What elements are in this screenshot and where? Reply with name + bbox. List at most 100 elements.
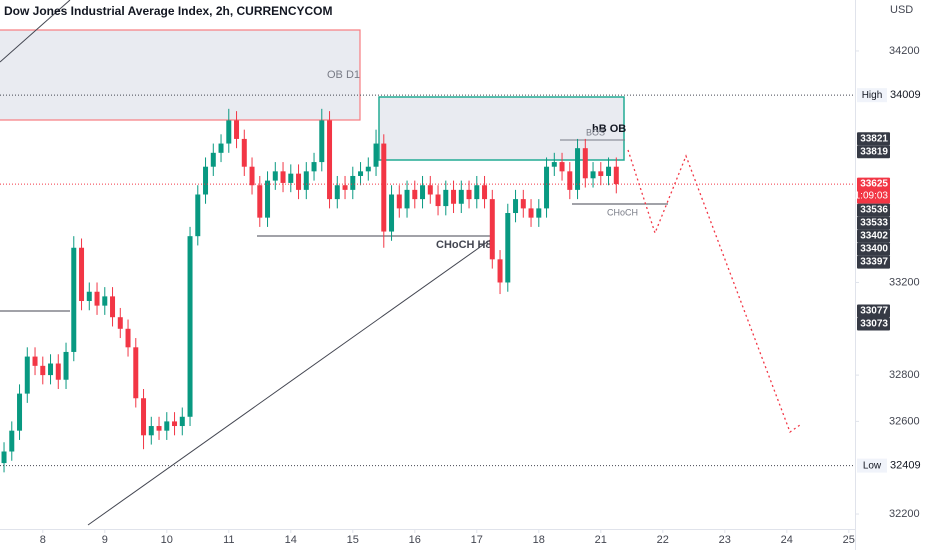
trend-line [87,239,491,526]
price-tag: 33077 [860,306,888,317]
candle-body [110,296,116,318]
candle-body [327,120,333,200]
candle-body [474,185,480,200]
candle-body [63,351,69,380]
candle-body [303,171,309,190]
x-tick-label: 22 [657,534,669,546]
candle-body [187,236,193,417]
level-tag-box [857,88,887,103]
price-tag: 33819 [860,146,888,157]
level-value: 34009 [890,89,921,101]
candle-body [567,171,573,190]
candle-body [435,194,441,207]
price-tag-box [857,177,890,204]
candle-body [48,363,54,376]
y-tick-label: 33200 [889,276,920,288]
candles [1,108,619,473]
candle-body [24,356,30,394]
candle-body [210,152,216,167]
x-tick-label: 18 [533,534,545,546]
candle-body [536,208,542,218]
x-tick-label: 23 [719,534,731,546]
candle-body [404,189,410,209]
annotation: hB OB [592,123,626,135]
candle-body [458,189,464,204]
candle-body [497,259,503,283]
x-tick-label: 17 [471,534,483,546]
candle-body [288,173,294,183]
y-tick-label: 34200 [889,45,920,57]
candle-body [451,189,457,204]
candle-body [296,173,302,190]
candle-body [412,189,418,200]
candle-body [575,148,581,190]
price-tag: 33397 [860,257,888,268]
candle-body [117,317,123,329]
candle-body [17,393,23,431]
candle-body [613,166,619,185]
x-tick-label: 8 [40,534,46,546]
candle-body [272,171,278,181]
candle-body [582,148,588,179]
candle-body [365,166,371,172]
projection-path [627,149,801,434]
candle-body [156,426,162,431]
candle-body [342,185,348,190]
candle-body [443,189,449,207]
candle-body [55,363,61,380]
price-tag: 33400 [860,244,888,255]
price-tag-box [857,216,890,230]
annotation: BOS [586,127,605,137]
y-tick-label: 32600 [889,415,920,427]
x-tick-label: 9 [102,534,108,546]
candle-body [489,199,495,260]
candle-body [334,185,340,200]
x-tick-label: 14 [285,534,297,546]
candle-body [358,171,364,176]
candle-body [203,166,209,195]
price-tag-box [857,145,890,159]
level-tag: High [862,90,883,101]
candle-body [396,194,402,209]
candle-body [280,171,286,183]
candle-body [559,162,565,172]
trend-line [0,0,71,63]
price-tag-box [857,132,890,146]
candle-body [249,166,255,186]
x-tick-label: 24 [781,534,793,546]
candle-body [86,291,92,302]
price-tag-box [857,242,890,256]
x-tick-label: 25 [843,534,855,546]
candle-body [466,189,472,200]
candle-body [420,185,426,200]
candle-body [513,199,519,214]
currency-label: USD [890,4,913,16]
candle-body [482,185,488,200]
candle-body [241,138,247,167]
candle-body [94,291,100,306]
candle-body [257,185,263,218]
candle-body [389,194,395,232]
candle-body [350,175,356,190]
candle-body [195,194,201,237]
candle-body [71,247,77,352]
candle-body [40,365,46,376]
candle-body [265,180,271,218]
annotation: CHoCH [607,207,638,217]
x-tick-label: 10 [161,534,173,546]
price-tag-box [857,229,890,243]
x-tick-label: 15 [347,534,359,546]
price-tag-box [857,317,890,331]
x-tick-label: 11 [223,534,234,546]
ob-d1-box [0,29,361,121]
candle-body [606,166,612,176]
candle-body [32,356,38,366]
candle-body [373,143,379,167]
candle-body [590,171,596,179]
candle-body [551,162,557,167]
level-value: 32409 [890,460,921,472]
price-tag-box [857,203,890,217]
candle-body [528,208,534,218]
candle-body [218,143,224,153]
